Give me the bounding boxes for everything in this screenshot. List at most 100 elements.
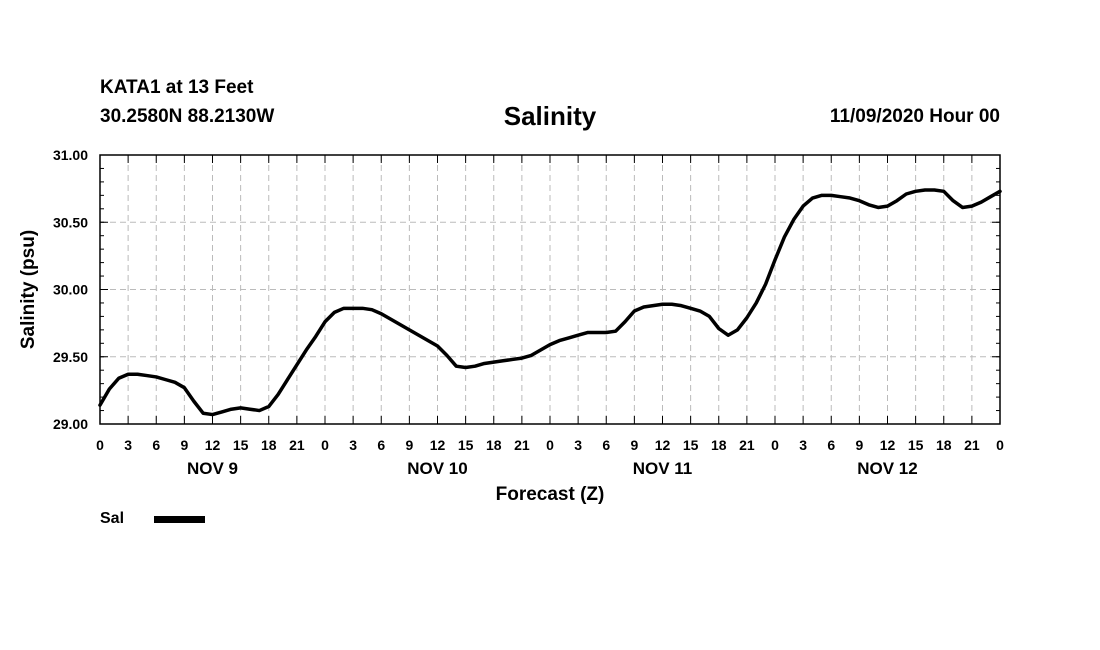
day-label: NOV 10 (407, 459, 467, 478)
x-tick-label: 21 (289, 437, 305, 453)
day-label: NOV 9 (187, 459, 238, 478)
salinity-data-point (521, 357, 523, 359)
x-tick-label: 18 (711, 437, 727, 453)
x-tick-label: 18 (261, 437, 277, 453)
salinity-data-point (371, 309, 373, 311)
salinity-data-point (174, 381, 176, 383)
salinity-data-point (736, 329, 739, 331)
salinity-data-point (399, 323, 401, 326)
x-tick-label: 9 (180, 437, 188, 453)
salinity-data-point (586, 331, 589, 334)
salinity-data-point (315, 335, 317, 338)
forecast-datetime: 11/09/2020 Hour 00 (829, 106, 1000, 127)
y-tick-label: 31.00 (53, 147, 88, 163)
salinity-data-point (896, 200, 898, 202)
salinity-data-point (990, 196, 992, 198)
x-tick-label: 18 (486, 437, 502, 453)
salinity-data-point (540, 349, 542, 351)
salinity-data-point (258, 409, 260, 412)
x-tick-label: 9 (855, 437, 863, 453)
salinity-data-point (155, 376, 157, 378)
salinity-data-point (905, 193, 907, 195)
x-tick-label: 6 (602, 437, 610, 453)
station-label: KATA1 at 13 Feet (100, 77, 254, 98)
salinity-data-point (230, 408, 232, 410)
salinity-data-point (746, 317, 748, 319)
salinity-data-point (427, 340, 429, 342)
salinity-data-point (596, 331, 598, 334)
x-tick-label: 3 (574, 437, 582, 453)
x-tick-label: 0 (546, 437, 554, 453)
salinity-data-point (530, 354, 532, 356)
salinity-data-point (943, 190, 945, 192)
salinity-data-point (605, 331, 607, 334)
salinity-data-point (305, 349, 307, 351)
salinity-data-point (465, 366, 467, 369)
salinity-data-point (783, 236, 785, 238)
salinity-data-point (811, 197, 814, 199)
salinity-data-point (493, 361, 495, 363)
legend: Sal (100, 510, 206, 528)
salinity-data-point (971, 205, 973, 207)
x-tick-label: 0 (771, 437, 779, 453)
salinity-data-point (165, 379, 167, 381)
salinity-data-point (624, 321, 626, 323)
salinity-data-point (333, 311, 335, 313)
x-tick-label: 15 (233, 437, 249, 453)
salinity-data-point (568, 337, 570, 339)
salinity-data-point (615, 330, 617, 332)
x-tick-label: 12 (655, 437, 671, 453)
x-tick-label: 0 (996, 437, 1004, 453)
x-tick-label: 3 (349, 437, 357, 453)
y-axis-title: Salinity (psu) (18, 230, 39, 349)
day-label: NOV 12 (857, 459, 917, 478)
x-tick-label: 6 (377, 437, 385, 453)
x-tick-label: 12 (430, 437, 446, 453)
x-tick-label: 6 (152, 437, 160, 453)
salinity-data-point (718, 327, 720, 330)
x-tick-label: 9 (405, 437, 413, 453)
salinity-data-point (652, 305, 654, 307)
salinity-data-point (774, 259, 776, 261)
salinity-data-point (699, 310, 701, 312)
salinity-data-point (671, 303, 673, 305)
salinity-data-point (211, 413, 214, 416)
salinity-data-point (877, 206, 879, 209)
salinity-data-point (418, 334, 420, 336)
salinity-data-point (549, 344, 551, 346)
salinity-data-point (277, 393, 279, 396)
salinity-data-point (390, 318, 392, 320)
x-tick-label: 15 (458, 437, 474, 453)
salinity-data-point (296, 364, 298, 366)
salinity-data-point (980, 201, 982, 203)
salinity-data-point (455, 365, 457, 367)
x-tick-label: 18 (936, 437, 952, 453)
chart-title: Salinity (503, 101, 597, 131)
salinity-data-point (183, 387, 185, 389)
salinity-data-point (830, 194, 832, 196)
x-tick-label: 15 (683, 437, 699, 453)
station-coordinates: 30.2580N 88.2130W (100, 106, 275, 127)
salinity-data-point (633, 310, 635, 312)
x-tick-label: 21 (514, 437, 530, 453)
salinity-data-point (268, 405, 270, 408)
salinity-data-point (558, 340, 560, 342)
salinity-data-point (915, 190, 917, 192)
x-tick-label: 3 (799, 437, 807, 453)
day-label: NOV 11 (633, 459, 693, 478)
salinity-data-point (858, 200, 860, 202)
salinity-data-point (886, 205, 889, 207)
salinity-data-point (221, 411, 223, 413)
salinity-data-point (502, 360, 504, 362)
x-axis-title: Forecast (Z) (496, 484, 605, 505)
legend-label: Sal (100, 510, 125, 527)
salinity-data-point (146, 374, 148, 377)
salinity-data-point (802, 205, 804, 207)
salinity-data-point (436, 345, 439, 347)
salinity-data-point (193, 400, 195, 402)
y-tick-label: 30.00 (53, 282, 88, 298)
x-tick-label: 3 (124, 437, 132, 453)
salinity-data-point (924, 189, 926, 191)
salinity-data-point (708, 315, 710, 317)
